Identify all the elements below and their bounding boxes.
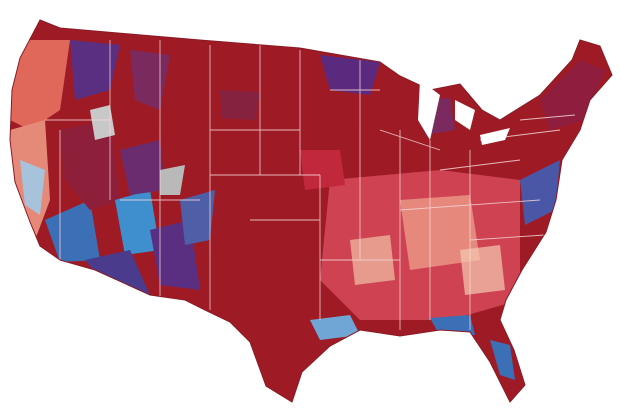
- region: [70, 40, 120, 100]
- region: [90, 105, 115, 140]
- region: [20, 160, 45, 215]
- region: [320, 55, 380, 95]
- region: [400, 195, 480, 270]
- region: [160, 165, 185, 195]
- region: [430, 315, 475, 336]
- region: [10, 40, 70, 130]
- region: [460, 245, 505, 295]
- country-outline: [9, 19, 613, 403]
- region: [85, 250, 150, 295]
- region: [180, 190, 215, 245]
- region: [540, 60, 605, 130]
- lake: [455, 100, 475, 130]
- region: [60, 120, 120, 210]
- region: [520, 160, 560, 225]
- region: [300, 150, 345, 190]
- lake: [480, 128, 510, 145]
- state-borders: [45, 40, 576, 330]
- lake: [418, 80, 440, 140]
- region: [115, 190, 160, 255]
- region: [220, 90, 260, 120]
- region: [120, 140, 165, 195]
- region: [310, 315, 360, 340]
- region: [490, 340, 515, 380]
- region: [45, 200, 100, 262]
